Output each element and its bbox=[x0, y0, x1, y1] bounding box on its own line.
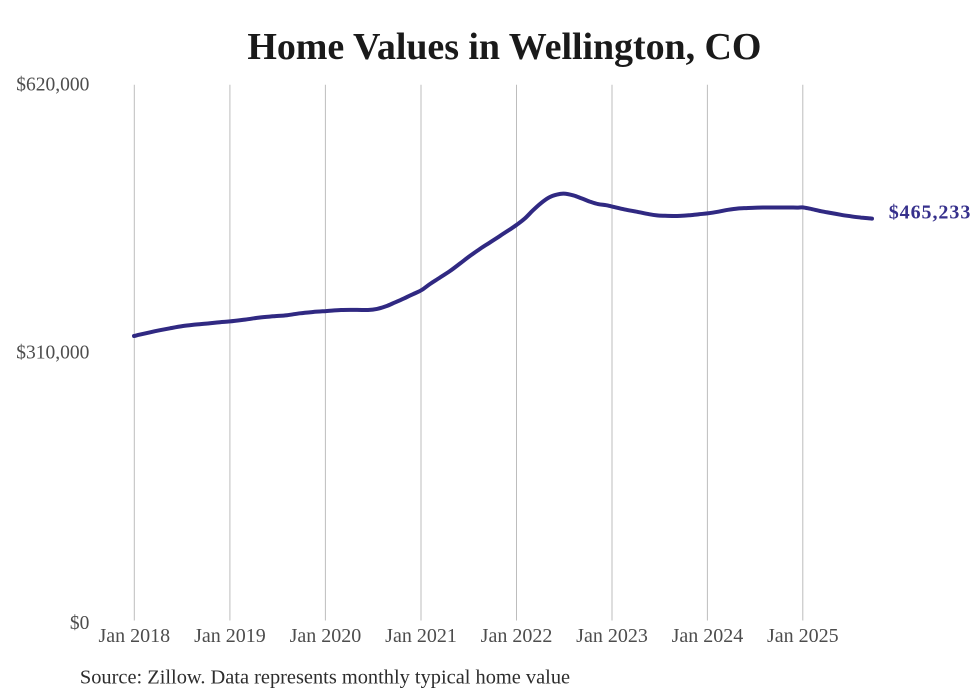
svg-text:Jan 2019: Jan 2019 bbox=[194, 625, 266, 647]
svg-text:Home Values in Wellington, CO: Home Values in Wellington, CO bbox=[247, 26, 761, 68]
svg-text:Jan 2018: Jan 2018 bbox=[98, 625, 170, 647]
svg-text:Jan 2021: Jan 2021 bbox=[385, 625, 457, 647]
svg-text:Jan 2020: Jan 2020 bbox=[290, 625, 362, 647]
svg-text:$0: $0 bbox=[70, 613, 90, 634]
svg-text:$620,000: $620,000 bbox=[16, 75, 89, 96]
svg-text:$465,233: $465,233 bbox=[889, 202, 972, 224]
svg-text:$310,000: $310,000 bbox=[16, 343, 89, 364]
svg-text:Source: Zillow. Data represent: Source: Zillow. Data represents monthly … bbox=[80, 667, 570, 689]
svg-text:Jan 2023: Jan 2023 bbox=[576, 625, 648, 647]
svg-text:Jan 2024: Jan 2024 bbox=[672, 625, 744, 647]
svg-text:Jan 2025: Jan 2025 bbox=[767, 625, 839, 647]
svg-text:Jan 2022: Jan 2022 bbox=[481, 625, 553, 647]
